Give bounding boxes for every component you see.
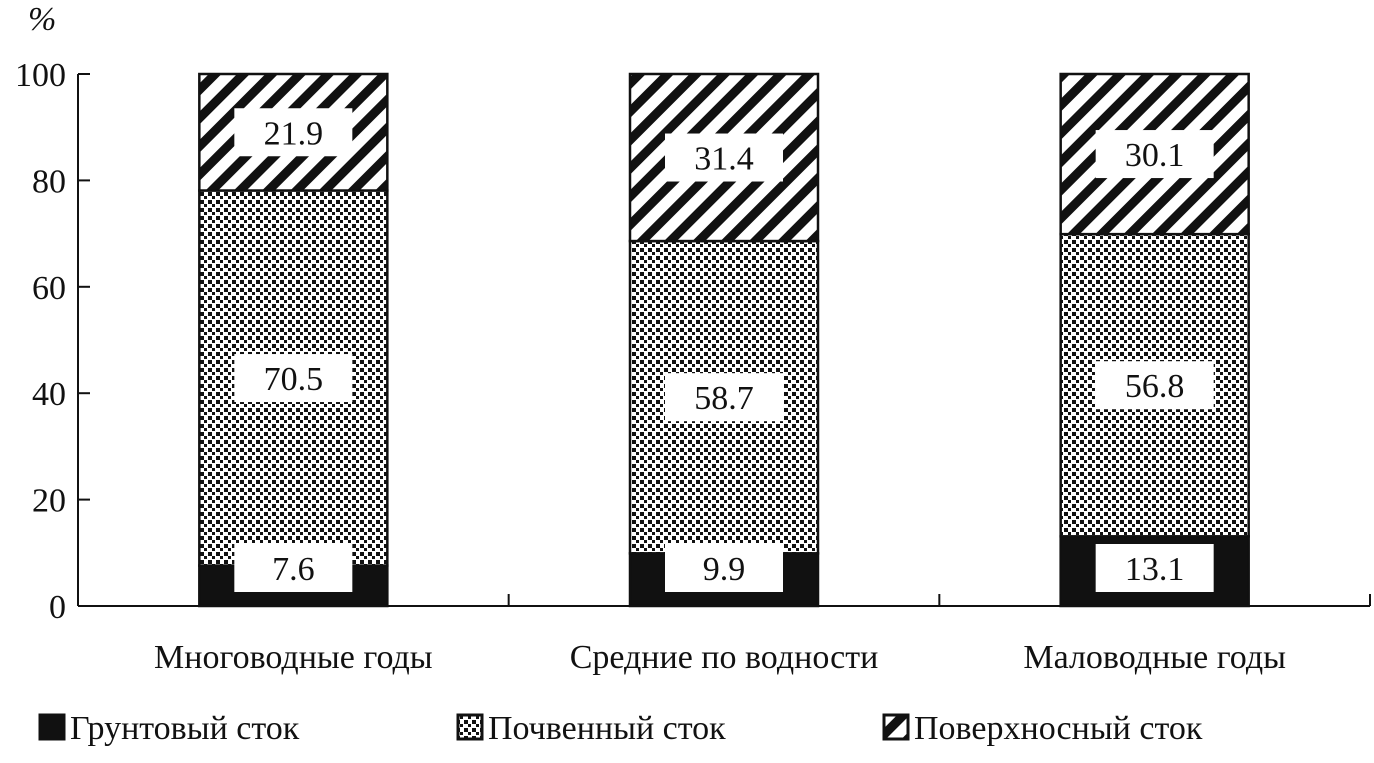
legend-swatch: [456, 713, 484, 741]
bar-segment: [628, 72, 820, 243]
data-label: 13.1: [1125, 551, 1185, 588]
data-label-box: [1095, 544, 1214, 592]
data-label-box: [665, 373, 783, 422]
legend-label: Поверхносный сток: [914, 710, 1203, 747]
data-label-box: [234, 544, 353, 592]
data-label-box: [234, 354, 353, 403]
data-label-box: [1095, 130, 1214, 179]
data-label: 21.9: [264, 115, 324, 152]
data-label: 9.9: [703, 551, 746, 588]
data-label-box: [234, 108, 353, 157]
category-label: Средние по водности: [570, 639, 879, 676]
category-labels-group: Многоводные годы Средние по водности Малов…: [154, 639, 1286, 676]
legend: Грунтовый сток Почвенный сток Поверхносный…: [38, 710, 1203, 747]
legend-swatch: [882, 713, 910, 741]
y-tick-label: 60: [32, 270, 66, 307]
legend-swatch: [38, 713, 66, 741]
y-tick-label: 20: [32, 483, 66, 520]
y-tick-label: 100: [15, 57, 66, 94]
data-label-box: [665, 133, 783, 182]
legend-label: Грунтовый сток: [70, 710, 300, 747]
data-label: 31.4: [694, 141, 754, 178]
data-label-box: [665, 544, 783, 592]
data-label-box: [1095, 361, 1214, 410]
legend-label: Почвенный сток: [488, 710, 726, 747]
category-label: Многоводные годы: [154, 639, 433, 676]
data-label: 30.1: [1125, 137, 1185, 174]
data-label: 7.6: [272, 551, 315, 588]
y-axis: 0 20 40 60 80 100: [15, 57, 90, 626]
y-axis-unit-label: %: [28, 1, 56, 38]
data-label: 70.5: [264, 361, 324, 398]
category-label: Маловодные годы: [1023, 639, 1286, 676]
data-label: 56.8: [1125, 368, 1185, 405]
y-tick-label: 0: [49, 589, 66, 626]
y-tick-label: 40: [32, 376, 66, 413]
data-label: 58.7: [694, 380, 754, 417]
y-tick-label: 80: [32, 163, 66, 200]
data-labels-group: 7.6 70.5 21.9 9.9 58.7 31.4 13.1 56.8 30.1: [234, 108, 1214, 592]
